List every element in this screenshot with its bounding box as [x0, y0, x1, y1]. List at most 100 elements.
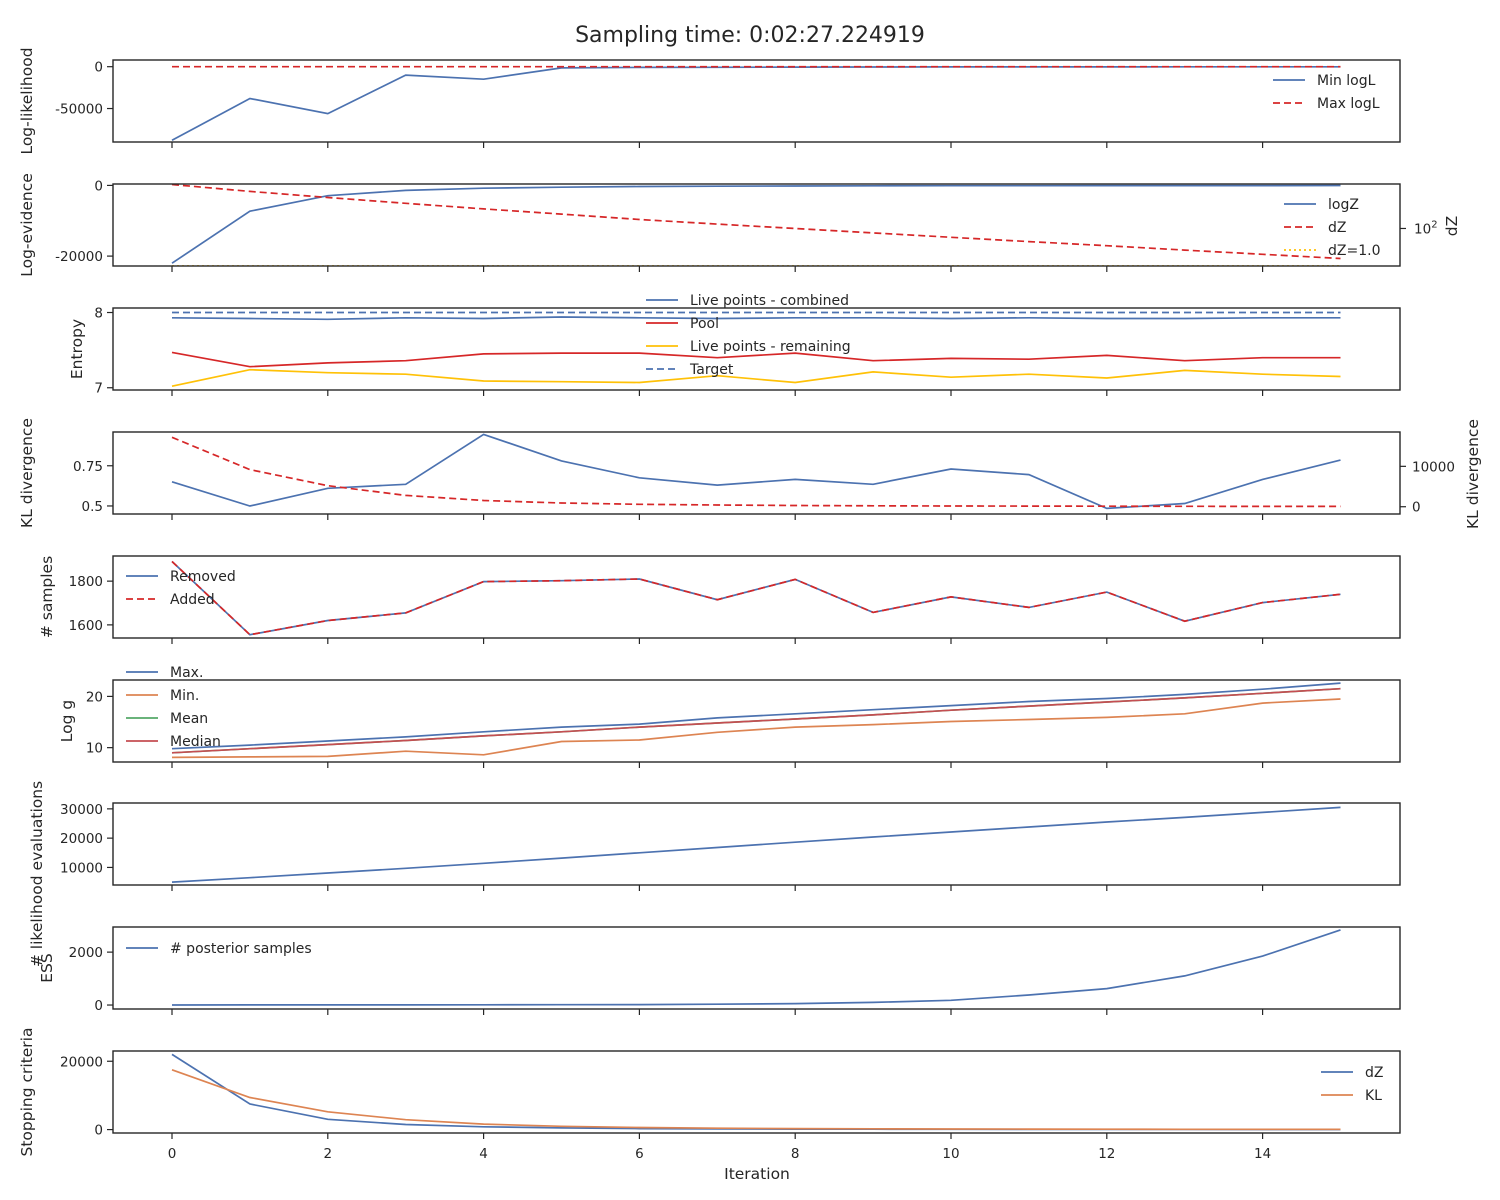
legend-label: Max logL [1317, 96, 1380, 112]
series-line-series-2 [171, 436, 1341, 508]
x-axis-label: Iteration [724, 1165, 790, 1183]
series-group [171, 65, 1341, 142]
legend-label: Min. [170, 688, 199, 704]
y-tick-label: 7 [94, 381, 103, 397]
legend-label: dZ [1328, 220, 1346, 236]
figure-title: Sampling time: 0:02:27.224919 [575, 23, 925, 48]
series-line-dz [171, 184, 1341, 260]
y-axis-label: Stopping criteria [18, 1028, 36, 1157]
x-tick-label: 8 [791, 1146, 800, 1162]
y-axis-label: KL divergence [18, 418, 36, 528]
y-tick-label: 8 [94, 306, 103, 322]
series-line-min [171, 698, 1341, 759]
y-tick-label: -50000 [55, 102, 103, 118]
series-line-posterior-samples [171, 929, 1341, 1006]
legend-label: dZ [1365, 1065, 1383, 1081]
series-line-max [171, 682, 1341, 750]
plot-frame [112, 679, 1401, 763]
y2-axis-label: dZ [1443, 216, 1461, 236]
series-line-removed [171, 560, 1341, 636]
series-line-kl [171, 1068, 1341, 1131]
legend-label: dZ=1.0 [1328, 243, 1380, 259]
y-tick-label: 20000 [60, 1054, 103, 1070]
y-tick-label: 0 [94, 178, 103, 194]
panel-5: 1800 1600 # samples Removed Added [38, 555, 1401, 644]
legend-label: Mean [170, 711, 208, 727]
plot-frame [112, 307, 1401, 391]
y2-tick-label: 10000 [1412, 459, 1455, 475]
plot-frame [112, 802, 1401, 886]
y-tick-label: 1800 [69, 574, 103, 590]
series-group [171, 806, 1341, 883]
series-group [171, 929, 1341, 1006]
series-group [171, 560, 1341, 636]
y-tick-label: -20000 [55, 249, 103, 265]
series-group [171, 433, 1341, 510]
plot-frame [112, 59, 1401, 143]
y-tick-label: 1600 [69, 618, 103, 634]
x-tick-label: 0 [168, 1146, 177, 1162]
y-tick-label: 30000 [60, 802, 103, 818]
y-tick-label: 0.5 [82, 499, 103, 515]
x-tick-label: 4 [479, 1146, 488, 1162]
series-line-added [171, 560, 1341, 636]
y-axis-label: # likelihood evaluations [28, 781, 46, 967]
panel-9: 20000 0 Stopping criteria 0 2 4 6 8 10 12 14 dZ KL [18, 1028, 1401, 1162]
legend: # posterior samples [126, 941, 312, 957]
legend: Removed Added [126, 569, 236, 608]
panel-1: 0 -50000 Log-likelihood Min logL Max logL [18, 47, 1401, 155]
legend-label: Live points - remaining [690, 339, 851, 355]
series-line-live-points-combined [171, 316, 1341, 321]
plot-frame [112, 183, 1401, 267]
y-axis-label: Entropy [68, 319, 86, 379]
panels: 0 -50000 Log-likelihood Min logL Max logL 0 -2… [18, 47, 1482, 1162]
y2-tick-label: 102 [1414, 219, 1438, 237]
legend-label: Removed [170, 569, 236, 585]
legend-label: # posterior samples [170, 941, 312, 957]
legend-label: KL [1365, 1088, 1382, 1104]
y2-axis-label: KL divergence [1464, 419, 1482, 529]
series-line-min-logl [171, 65, 1341, 142]
legend: logZ dZ dZ=1.0 [1284, 197, 1380, 259]
legend-label: Min logL [1317, 73, 1376, 89]
panel-8: 2000 0 ESS # posterior samples [38, 926, 1401, 1015]
y-tick-label: 0 [94, 60, 103, 76]
series-line-median [171, 687, 1341, 754]
plot-frame [112, 431, 1401, 515]
x-tick-label: 2 [324, 1146, 333, 1162]
y2-tick-sup: 2 [1431, 219, 1437, 230]
legend: Max. Min. Mean Median [126, 665, 221, 750]
y2-tick-label: 0 [1412, 500, 1421, 516]
legend-label: Median [170, 734, 221, 750]
plot-frame [112, 555, 1401, 639]
y-tick-label: 10 [86, 741, 103, 757]
panel-4: 0.75 0.5 KL divergence 10000 0 KL divergence [18, 418, 1482, 529]
series-line-live-points-remaining [171, 368, 1341, 388]
legend-label: Added [170, 592, 215, 608]
series-line-pool [171, 351, 1341, 368]
series-group [171, 311, 1341, 388]
series-group [171, 184, 1341, 266]
plot-frame [112, 1050, 1401, 1134]
panel-7: 30000 20000 10000 # likelihood evaluations [28, 781, 1401, 967]
legend-label: Max. [170, 665, 203, 681]
legend-label: Target [689, 362, 734, 378]
y-tick-label: 10000 [60, 860, 103, 876]
x-tick-label: 14 [1254, 1146, 1271, 1162]
series-line-logz [171, 184, 1341, 264]
legend-label: Live points - combined [690, 293, 849, 309]
panel-6: 20 10 Log g Max. Min. Mean Median [58, 665, 1401, 768]
y-tick-label: 20 [86, 689, 103, 705]
y-tick-label: 0 [94, 1123, 103, 1139]
panel-2: 0 -20000 Log-evidence 102 dZ logZ dZ dZ=1.0 [18, 173, 1461, 277]
y-tick-label: 2000 [69, 945, 103, 961]
y-axis-label: Log-likelihood [18, 47, 36, 154]
y-axis-label: # samples [38, 556, 56, 638]
series-line-series-1 [171, 433, 1341, 510]
x-tick-label: 12 [1098, 1146, 1115, 1162]
y-tick-label: 0.75 [73, 459, 103, 475]
legend: dZ KL [1321, 1065, 1383, 1104]
y-tick-label: 0 [94, 998, 103, 1014]
